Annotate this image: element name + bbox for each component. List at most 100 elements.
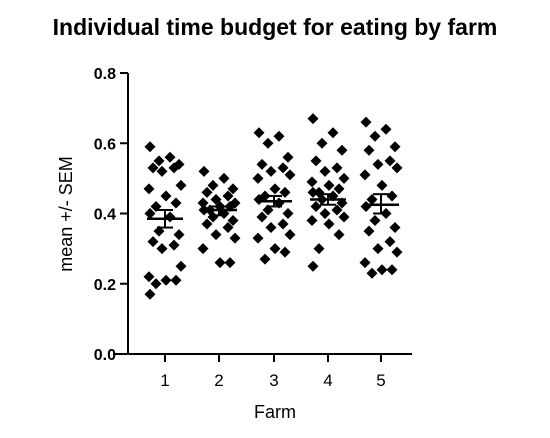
data-point — [391, 246, 403, 258]
data-point — [323, 179, 335, 191]
data-point — [197, 197, 209, 209]
data-point — [201, 186, 213, 198]
data-point — [229, 232, 241, 244]
axes: 0.0 0.2 0.4 0.6 0.8 1 2 3 4 5 — [94, 66, 412, 390]
data-point — [227, 215, 239, 227]
y-tick-label: 0.2 — [94, 277, 116, 294]
data-point — [207, 179, 219, 191]
data-point — [198, 165, 210, 177]
data-point — [210, 193, 222, 205]
data-point — [386, 264, 398, 276]
data-point — [306, 176, 318, 188]
y-axis-title: mean +/- SEM — [56, 156, 76, 272]
data-point — [144, 141, 156, 153]
data-point — [331, 204, 343, 216]
data-point — [389, 222, 401, 234]
data-point — [360, 116, 372, 128]
data-point — [153, 155, 165, 167]
data-point — [284, 229, 296, 241]
data-point — [386, 190, 398, 202]
data-point — [372, 243, 384, 255]
data-point — [279, 186, 291, 198]
data-point — [175, 179, 187, 191]
data-point — [333, 183, 345, 195]
data-point — [252, 232, 264, 244]
data-point — [170, 274, 182, 286]
data-point — [319, 165, 331, 177]
data-point — [168, 239, 180, 251]
data-point — [384, 155, 396, 167]
y-tick-label: 0.4 — [94, 207, 116, 224]
x-tick-label: 4 — [323, 371, 332, 390]
data-point — [319, 208, 331, 219]
data-point — [168, 162, 180, 174]
data-point — [170, 197, 182, 209]
data-point — [363, 144, 375, 156]
data-point — [156, 165, 168, 177]
data-point — [160, 190, 172, 202]
data-point — [143, 271, 155, 283]
data-point — [201, 218, 213, 230]
data-point — [222, 222, 234, 234]
data-point — [222, 190, 234, 202]
data-point — [359, 169, 371, 181]
data-point — [147, 162, 159, 174]
data-point — [331, 162, 343, 174]
data-point — [173, 229, 185, 241]
chart-title: Individual time budget for eating by far… — [52, 14, 498, 40]
data-point — [160, 274, 172, 286]
data-point — [282, 208, 294, 219]
data-point — [380, 123, 392, 135]
data-point — [259, 253, 271, 265]
data-point — [369, 130, 381, 142]
data-point — [214, 257, 226, 269]
data-point — [366, 193, 378, 205]
data-point — [372, 158, 384, 170]
data-point — [384, 236, 396, 248]
data-point — [256, 211, 268, 223]
data-point — [376, 179, 388, 191]
data-point — [227, 183, 239, 195]
data-point — [391, 162, 403, 174]
data-point — [277, 218, 289, 230]
data-point — [265, 165, 277, 177]
data-point — [323, 218, 335, 230]
data-point — [197, 243, 209, 255]
data-point — [338, 172, 350, 184]
data-point — [363, 225, 375, 237]
data-point — [359, 257, 371, 269]
data-point — [307, 260, 319, 272]
data-point — [273, 130, 285, 142]
data-point — [284, 169, 296, 181]
data-point — [313, 243, 325, 255]
data-point — [256, 158, 268, 170]
data-point — [150, 278, 162, 290]
data-point — [265, 222, 277, 234]
x-tick-label: 3 — [269, 371, 278, 390]
data-point — [310, 155, 322, 167]
data-point — [164, 211, 176, 223]
data-point — [224, 257, 236, 269]
y-tick-label: 0.8 — [94, 66, 116, 83]
data-point — [164, 151, 176, 163]
x-tick-label: 2 — [214, 371, 223, 390]
data-point — [147, 236, 159, 248]
x-axis-title: Farm — [254, 402, 296, 422]
data-point — [144, 208, 156, 219]
data-point — [218, 172, 230, 184]
data-point — [269, 183, 281, 195]
data-point — [156, 243, 168, 255]
data-point — [277, 162, 289, 174]
x-tick-label: 5 — [376, 371, 385, 390]
data-point — [307, 113, 319, 125]
x-tick-label: 1 — [160, 371, 169, 390]
data-point — [310, 200, 322, 212]
data-point — [389, 141, 401, 153]
data-point — [333, 229, 345, 241]
data-point — [253, 127, 265, 139]
data-point — [307, 186, 319, 198]
data-point — [262, 137, 274, 149]
data-point — [316, 137, 328, 149]
data-point — [338, 211, 350, 223]
